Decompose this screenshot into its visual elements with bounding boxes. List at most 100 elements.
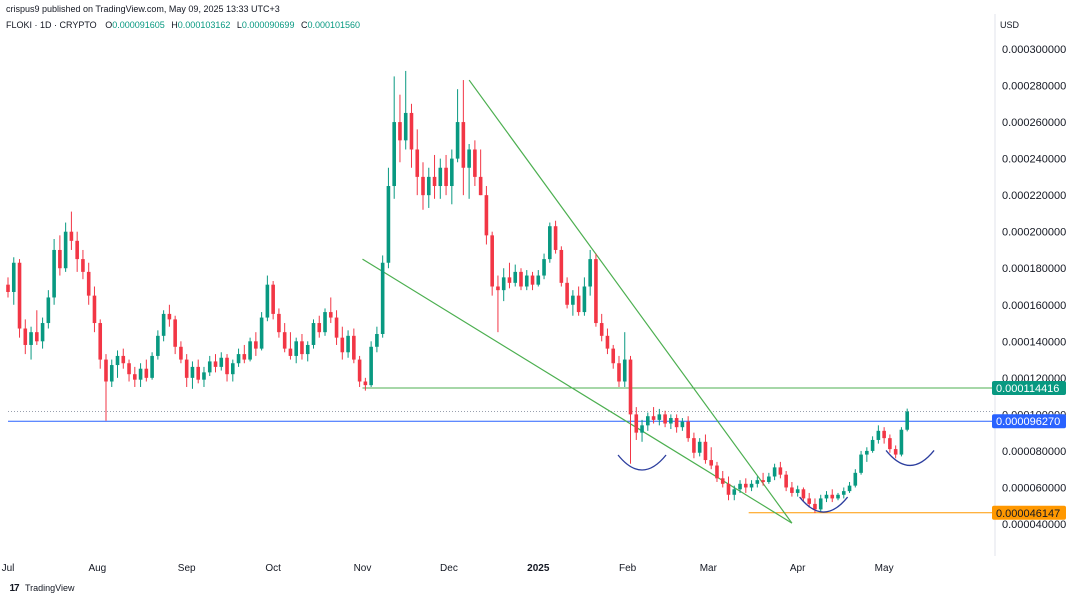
candle-body xyxy=(109,365,114,382)
candle-body xyxy=(749,483,754,488)
candle-body xyxy=(357,359,362,382)
candle-body xyxy=(386,186,391,263)
x-tick-label: Oct xyxy=(265,563,281,574)
candle-body xyxy=(801,489,806,499)
price-labels: 0.000114416 0.000096270 0.000046147 xyxy=(992,381,1066,520)
candle-body xyxy=(363,381,368,386)
candle-body xyxy=(81,259,85,272)
candle-body xyxy=(426,176,431,196)
candle-body xyxy=(144,368,149,378)
candle-body xyxy=(271,284,275,314)
candle-body xyxy=(161,313,166,336)
candle-body xyxy=(686,421,690,439)
high-value: 0.000103162 xyxy=(177,20,231,30)
tradingview-logo-mark: 17 xyxy=(9,582,19,594)
candle-body xyxy=(709,460,714,466)
candle-body xyxy=(640,425,644,433)
ohlc-legend: FLOKI · 1D · CRYPTO O0.000091605 H0.0001… xyxy=(6,20,364,30)
candle-body xyxy=(29,332,33,345)
x-tick-label: Sep xyxy=(178,563,196,574)
tradingview-brand: TradingView xyxy=(25,583,75,593)
candle-body xyxy=(236,354,241,364)
candle-body xyxy=(104,359,108,382)
candle-body xyxy=(92,295,97,324)
candle-body xyxy=(11,262,16,292)
candle-body xyxy=(69,231,74,241)
price-label-box xyxy=(992,381,1066,396)
candle-body xyxy=(824,494,829,499)
candle-body xyxy=(242,354,247,360)
candle-body xyxy=(496,286,500,291)
candle-body xyxy=(605,335,610,349)
candle-body xyxy=(35,332,39,342)
price-label-box xyxy=(992,505,1066,520)
open-label: O xyxy=(105,20,113,30)
tradingview-footer[interactable]: 17 TradingView xyxy=(6,582,75,594)
candle-body xyxy=(836,494,840,499)
candle-body xyxy=(853,472,858,486)
candle-body xyxy=(40,323,45,342)
y-tick-label: 0.000140000 xyxy=(1002,336,1066,348)
low-label: L xyxy=(236,20,242,30)
candle-body xyxy=(784,474,788,488)
candle-body xyxy=(669,418,673,424)
candle-body xyxy=(530,275,535,285)
candle-body xyxy=(467,149,471,168)
candle-body xyxy=(755,480,760,484)
y-tick-label: 0.000180000 xyxy=(1002,263,1066,275)
candle-body xyxy=(651,416,656,420)
candle-body xyxy=(403,112,408,141)
candle-body xyxy=(553,226,558,250)
candle-body xyxy=(743,483,748,488)
candle-body xyxy=(184,359,189,378)
y-tick-label: 0.000040000 xyxy=(1002,519,1066,531)
candle-body xyxy=(680,421,685,428)
candle-body xyxy=(703,441,708,461)
candle-body xyxy=(300,341,304,355)
candle-body xyxy=(501,277,506,291)
trend-line xyxy=(362,258,793,524)
candle-body xyxy=(63,231,68,269)
candle-body xyxy=(628,359,633,415)
candle-body xyxy=(536,275,541,285)
candle-body xyxy=(75,240,79,260)
candle-body xyxy=(334,317,339,338)
candle-body xyxy=(248,341,252,360)
candle-body xyxy=(409,112,414,150)
candle-body xyxy=(732,489,737,495)
candle-body xyxy=(473,149,477,177)
y-tick-label: 0.000080000 xyxy=(1002,446,1066,458)
candle-body xyxy=(17,262,22,329)
price-label-box xyxy=(992,414,1066,429)
candle-body xyxy=(46,297,51,324)
time-axis[interactable]: Jul Aug Sep Oct Nov Dec 2025 Feb Mar Apr May xyxy=(2,563,894,574)
candle-body xyxy=(513,271,518,283)
candle-body xyxy=(663,414,667,424)
y-tick-label: 0.000200000 xyxy=(1002,227,1066,239)
candle-body xyxy=(790,487,794,493)
tradingview-logo-icon: 17 xyxy=(6,582,22,594)
candle-body xyxy=(207,361,212,373)
candle-body xyxy=(778,467,783,475)
x-tick-label: Apr xyxy=(790,563,806,574)
candle-body xyxy=(282,332,287,349)
price-label-text: 0.000114416 xyxy=(996,383,1059,395)
candle-body xyxy=(772,467,777,477)
candle-body xyxy=(818,498,823,510)
candle-body xyxy=(870,439,875,451)
candle-body xyxy=(6,284,10,292)
candle-body xyxy=(611,348,616,364)
price-axis[interactable]: 0.000300000 0.000280000 0.000260000 0.00024… xyxy=(1002,44,1066,531)
candle-body xyxy=(738,483,742,490)
candle-body xyxy=(490,235,494,287)
candle-body xyxy=(450,158,454,187)
candle-body xyxy=(323,312,327,333)
candle-body xyxy=(277,313,281,333)
candle-body xyxy=(173,319,177,347)
candle-body xyxy=(692,438,696,453)
candle-body xyxy=(259,317,264,349)
y-tick-label: 0.000160000 xyxy=(1002,300,1066,312)
candle-body xyxy=(375,334,379,347)
close-value: 0.000101560 xyxy=(307,20,361,30)
